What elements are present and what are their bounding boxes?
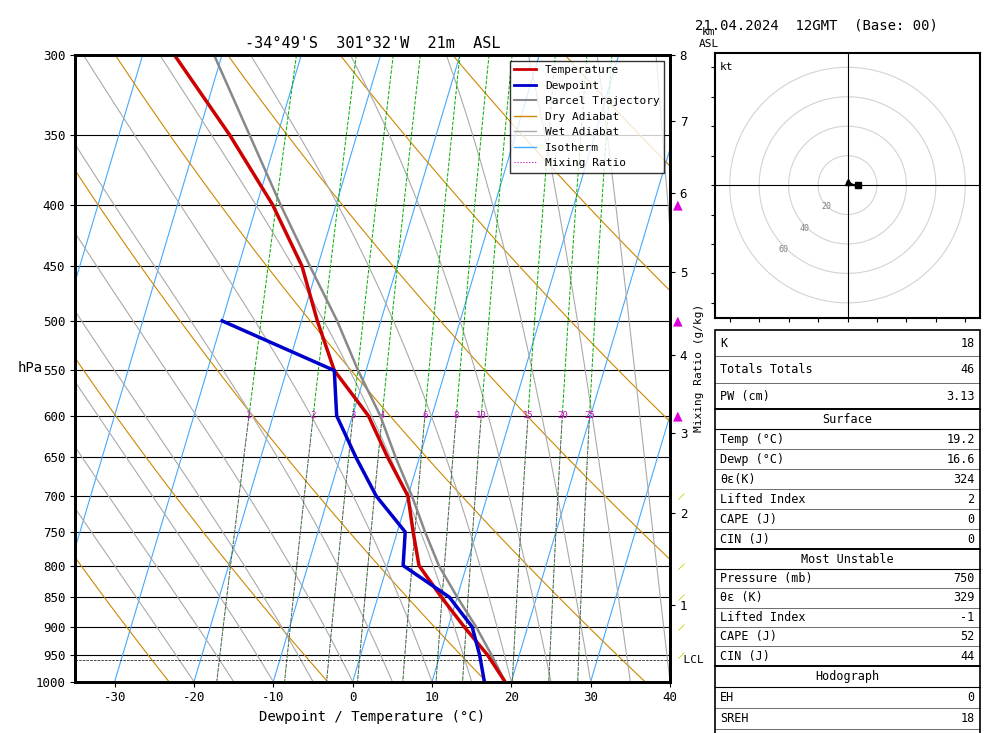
Text: 25: 25 bbox=[584, 411, 595, 420]
Text: 52: 52 bbox=[960, 630, 975, 644]
Text: 44: 44 bbox=[960, 649, 975, 663]
Text: Lifted Index: Lifted Index bbox=[720, 493, 806, 506]
Text: 750: 750 bbox=[953, 572, 975, 585]
Text: 4: 4 bbox=[380, 411, 385, 420]
Text: CAPE (J): CAPE (J) bbox=[720, 630, 777, 644]
Text: 19.2: 19.2 bbox=[946, 433, 975, 446]
Text: 6: 6 bbox=[422, 411, 428, 420]
Text: Dewp (°C): Dewp (°C) bbox=[720, 453, 784, 466]
Text: —: — bbox=[674, 590, 688, 604]
Text: -1: -1 bbox=[960, 611, 975, 624]
Text: km
ASL: km ASL bbox=[699, 27, 719, 48]
Text: Pressure (mb): Pressure (mb) bbox=[720, 572, 813, 585]
Text: LCL: LCL bbox=[670, 655, 704, 666]
X-axis label: Dewpoint / Temperature (°C): Dewpoint / Temperature (°C) bbox=[259, 710, 486, 724]
Text: ▲: ▲ bbox=[673, 314, 683, 328]
Text: 16.6: 16.6 bbox=[946, 453, 975, 466]
Text: hPa: hPa bbox=[18, 361, 43, 375]
Text: 20: 20 bbox=[557, 411, 568, 420]
Text: Temp (°C): Temp (°C) bbox=[720, 433, 784, 446]
Text: ▲: ▲ bbox=[673, 198, 683, 211]
Text: CIN (J): CIN (J) bbox=[720, 649, 770, 663]
Text: Totals Totals: Totals Totals bbox=[720, 363, 813, 376]
Text: 18: 18 bbox=[960, 336, 975, 350]
Text: Lifted Index: Lifted Index bbox=[720, 611, 806, 624]
Text: 1: 1 bbox=[246, 411, 252, 420]
Text: —: — bbox=[674, 559, 688, 572]
Text: Surface: Surface bbox=[823, 413, 872, 426]
Text: 2: 2 bbox=[311, 411, 316, 420]
Text: 0: 0 bbox=[968, 513, 975, 526]
Text: CIN (J): CIN (J) bbox=[720, 533, 770, 546]
Text: 0: 0 bbox=[968, 533, 975, 546]
Text: 60: 60 bbox=[778, 245, 788, 254]
Text: kt: kt bbox=[719, 62, 733, 73]
Text: ▲: ▲ bbox=[673, 409, 683, 422]
Text: 3: 3 bbox=[350, 411, 356, 420]
Text: 3.13: 3.13 bbox=[946, 390, 975, 402]
Text: θε(K): θε(K) bbox=[720, 473, 756, 486]
Text: —: — bbox=[674, 648, 688, 662]
Text: K: K bbox=[720, 336, 727, 350]
Text: 40: 40 bbox=[800, 224, 810, 232]
Text: EH: EH bbox=[720, 691, 735, 704]
Text: Most Unstable: Most Unstable bbox=[801, 553, 894, 566]
Text: PW (cm): PW (cm) bbox=[720, 390, 770, 402]
Text: 10: 10 bbox=[476, 411, 487, 420]
Text: 2: 2 bbox=[968, 493, 975, 506]
Text: SREH: SREH bbox=[720, 712, 749, 725]
Text: Hodograph: Hodograph bbox=[815, 670, 880, 683]
Text: 21.04.2024  12GMT  (Base: 00): 21.04.2024 12GMT (Base: 00) bbox=[695, 18, 938, 32]
Text: 324: 324 bbox=[953, 473, 975, 486]
Text: 46: 46 bbox=[960, 363, 975, 376]
Text: —: — bbox=[674, 620, 688, 634]
Text: θε (K): θε (K) bbox=[720, 592, 763, 605]
Text: 0: 0 bbox=[968, 691, 975, 704]
Legend: Temperature, Dewpoint, Parcel Trajectory, Dry Adiabat, Wet Adiabat, Isotherm, Mi: Temperature, Dewpoint, Parcel Trajectory… bbox=[510, 61, 664, 173]
Text: 15: 15 bbox=[523, 411, 533, 420]
Text: 18: 18 bbox=[960, 712, 975, 725]
Y-axis label: Mixing Ratio (g/kg): Mixing Ratio (g/kg) bbox=[694, 304, 704, 432]
Text: —: — bbox=[674, 489, 688, 503]
Title: -34°49'S  301°32'W  21m  ASL: -34°49'S 301°32'W 21m ASL bbox=[245, 36, 500, 51]
Text: 329: 329 bbox=[953, 592, 975, 605]
Text: CAPE (J): CAPE (J) bbox=[720, 513, 777, 526]
Text: 20: 20 bbox=[821, 202, 831, 211]
Text: 8: 8 bbox=[454, 411, 459, 420]
